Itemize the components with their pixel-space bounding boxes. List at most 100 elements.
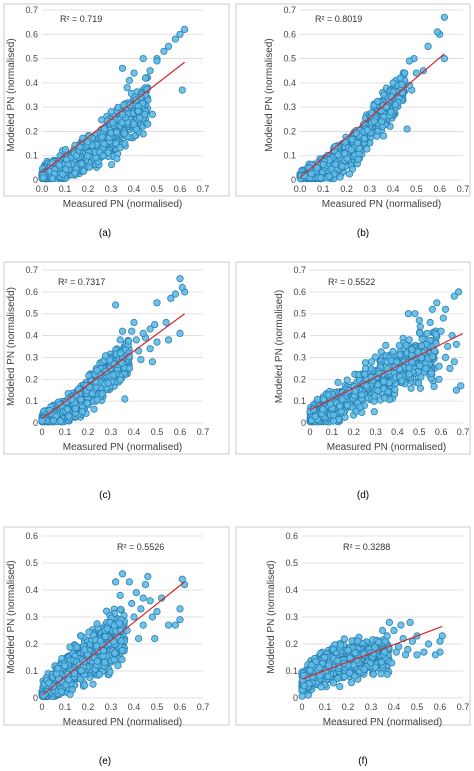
panel-caption: (a)	[99, 228, 111, 239]
panel-caption: (d)	[357, 490, 369, 501]
y-tick-label: 0.2	[283, 126, 296, 136]
x-tick-label: 0.2	[82, 702, 95, 712]
data-point	[354, 155, 362, 163]
data-point	[118, 327, 127, 335]
data-point	[361, 359, 370, 367]
x-axis-title: Measured PN (normalised)	[63, 199, 183, 210]
data-point	[49, 416, 58, 425]
data-point	[61, 146, 70, 154]
data-point	[83, 399, 92, 407]
data-point	[136, 114, 144, 122]
chart-panel-6: 00.10.20.30.40.50.60 0.1 0.2 0.3 0.4 0.5 0.6 0.…	[235, 526, 471, 767]
data-point	[118, 64, 127, 72]
y-tick-label: 0.1	[25, 151, 38, 161]
chart-panel-5: 00.10.20.30.40.50.60 0.1 0.2 0.3 0.4 0.5 0.6 0.…	[3, 526, 230, 767]
data-point	[311, 412, 319, 420]
x-tick-label: 0.5	[411, 702, 424, 712]
data-point	[162, 318, 170, 327]
data-point	[164, 336, 173, 344]
y-axis-title: Modeled PN (normalised)	[266, 560, 277, 673]
data-point	[433, 299, 441, 307]
data-point	[319, 405, 327, 413]
data-point	[345, 170, 354, 178]
y-tick-label: 0.5	[25, 558, 38, 568]
data-point	[401, 69, 409, 77]
data-point	[139, 594, 147, 602]
data-point	[110, 637, 118, 646]
x-axis-title: Measured PN (normalised)	[63, 442, 183, 453]
x-tick-label: 0.5	[151, 427, 164, 437]
data-point	[112, 139, 120, 148]
data-point	[396, 74, 404, 82]
data-point	[370, 408, 378, 416]
data-point	[362, 382, 370, 390]
data-point	[433, 28, 441, 36]
data-point	[48, 175, 57, 183]
y-tick-label: 0.6	[293, 287, 306, 297]
data-point	[160, 47, 168, 55]
data-point	[93, 620, 101, 628]
chart-panel-4: 00.10.20.30.40.50.60.70 0.1 0.2 0.3 0.4 0.5 0.…	[235, 261, 471, 501]
x-tick-label: 0.6	[434, 702, 447, 712]
data-point	[141, 110, 149, 119]
x-tick-label: 0.3	[365, 702, 378, 712]
x-tick-label: 0.7	[197, 427, 210, 437]
data-point	[329, 417, 338, 425]
data-point	[404, 310, 412, 318]
data-point	[77, 395, 85, 404]
data-point	[338, 395, 346, 403]
y-axis-title: Modeled PN (normalisedd)	[6, 287, 17, 406]
data-point	[430, 382, 438, 390]
data-point	[117, 637, 125, 645]
y-tick-label: 0.6	[25, 29, 38, 39]
r-squared-label: R² = 0.7317	[58, 277, 105, 287]
data-point	[137, 605, 145, 613]
x-tick-label: 0.6	[435, 427, 448, 437]
data-point	[422, 364, 430, 372]
y-axis-title: Modeled PN (normalised)	[6, 560, 17, 673]
data-point	[336, 682, 344, 691]
y-tick-label: 0.7	[283, 5, 296, 15]
data-point	[144, 120, 152, 128]
data-point	[109, 371, 117, 379]
data-point	[171, 35, 179, 43]
data-point	[341, 149, 349, 158]
y-axis-title: Modeled PN (normalised)	[274, 290, 285, 403]
x-tick-label: 0	[39, 427, 44, 437]
y-tick-label: 0.3	[293, 352, 306, 362]
x-tick-label: 0.5	[151, 184, 164, 194]
data-point	[361, 364, 370, 373]
data-point	[313, 164, 321, 172]
y-tick-label: 0.4	[285, 585, 298, 595]
x-tick-label: 0.2	[82, 184, 95, 194]
data-point	[178, 575, 186, 583]
data-point	[427, 369, 435, 377]
data-point	[130, 318, 138, 327]
data-point	[405, 336, 413, 344]
y-tick-label: 0.1	[25, 396, 38, 406]
data-point	[330, 411, 338, 419]
data-point	[78, 407, 87, 416]
y-tick-label: 0.6	[25, 287, 38, 297]
data-point	[377, 348, 385, 356]
r-squared-label: R² = 0.8019	[315, 14, 362, 24]
x-tick-label: 0.4	[388, 702, 401, 712]
y-tick-label: 0.2	[25, 126, 38, 136]
data-point	[379, 132, 388, 140]
x-tick-label: 0.5	[410, 184, 423, 194]
data-point	[327, 165, 335, 173]
data-point	[178, 86, 186, 94]
data-point	[139, 54, 147, 63]
data-point	[116, 336, 124, 344]
x-tick-label: 0.4	[391, 427, 404, 437]
data-point	[423, 329, 431, 337]
x-tick-label: 0.4	[128, 184, 141, 194]
data-point	[132, 589, 140, 597]
r-squared-label: R² = 0.719	[60, 14, 102, 24]
data-point	[80, 167, 88, 175]
y-tick-label: 0	[33, 693, 38, 703]
data-point	[106, 668, 114, 676]
data-point	[101, 658, 109, 666]
data-point	[56, 417, 65, 425]
y-tick-label: 0	[33, 418, 38, 428]
